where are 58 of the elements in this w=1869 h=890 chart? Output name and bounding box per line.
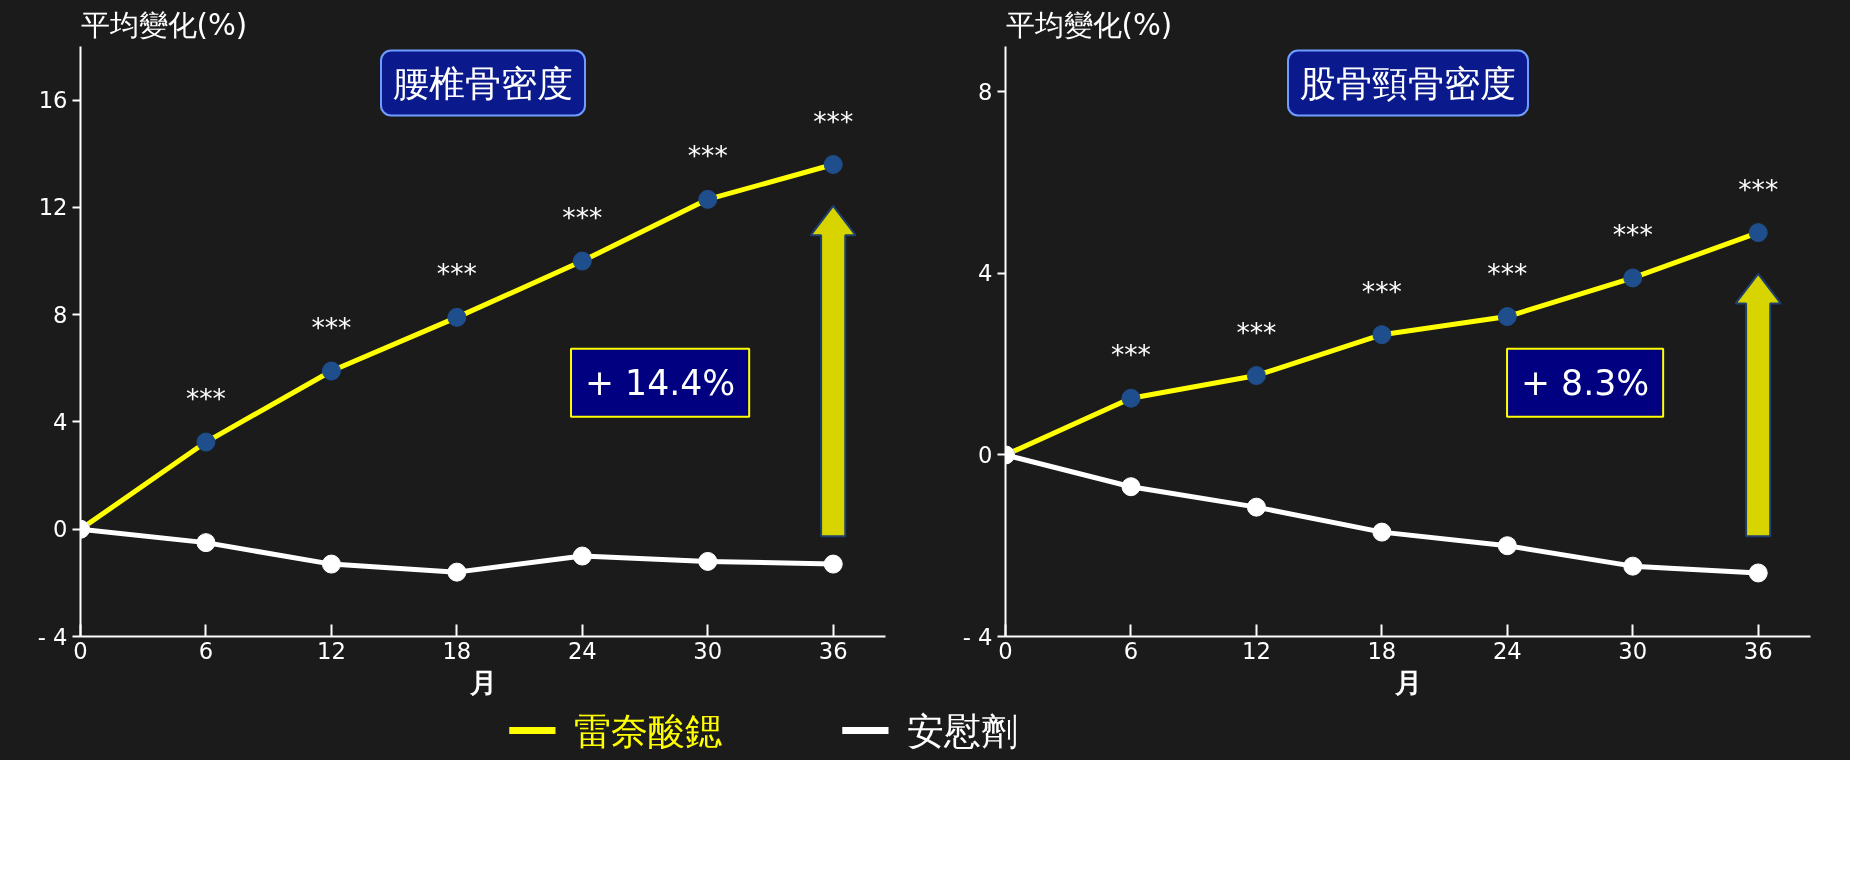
point (1372, 522, 1392, 542)
y-tick-label: 8 (978, 78, 993, 105)
x-tick-label: 36 (818, 637, 848, 664)
text: 股骨頸骨密度 (1300, 62, 1516, 104)
annotation: *** (436, 258, 477, 290)
point (447, 562, 467, 582)
x-axis-title: 月 (1393, 666, 1422, 698)
annotation: *** (311, 312, 352, 343)
x-tick-label: 6 (198, 637, 214, 664)
annotation: *** (1361, 275, 1402, 307)
point (196, 533, 216, 553)
y-tick-label: - 4 (962, 623, 993, 650)
y-tick-label: 8 (53, 301, 68, 328)
x-tick-label: 18 (442, 637, 472, 664)
point (321, 554, 341, 574)
x-tick-label: 24 (567, 637, 597, 664)
x-tick-label: 36 (1743, 637, 1773, 664)
x-tick-label: 0 (73, 637, 88, 664)
x-tick-label: 30 (693, 637, 723, 664)
point (1121, 477, 1141, 497)
x-tick-label: 6 (1123, 637, 1139, 664)
y-tick-label: 16 (38, 87, 68, 114)
y-tick-label: 4 (53, 408, 68, 435)
annotation: *** (1612, 218, 1653, 250)
y-tick-label: - 4 (37, 623, 68, 650)
y-axis-title: 平均變化(%) (80, 7, 248, 42)
annotation: *** (1236, 316, 1277, 348)
point (823, 554, 843, 574)
point (1246, 497, 1266, 517)
x-tick-label: 12 (1241, 637, 1271, 664)
y-tick-label: 0 (53, 516, 68, 543)
annotation: *** (687, 140, 728, 172)
legend-label: 安慰劑 (907, 709, 1018, 752)
legend-label: 雷奈酸鍶 (574, 709, 722, 752)
annotation: *** (185, 383, 226, 415)
annotation: + 14.4% (585, 362, 736, 403)
x-axis-title: 月 (468, 666, 497, 698)
x-tick-label: 18 (1367, 637, 1397, 664)
annotation: *** (562, 202, 603, 234)
point (572, 546, 592, 566)
x-tick-label: 30 (1618, 637, 1648, 664)
y-tick-label: 12 (38, 194, 68, 221)
point (1623, 556, 1643, 576)
point (1497, 536, 1517, 556)
y-tick-label: 0 (978, 441, 993, 468)
y-axis-title: 平均變化(%) (1005, 7, 1173, 42)
annotation: *** (1487, 257, 1528, 289)
x-tick-label: 12 (316, 637, 346, 664)
point (1748, 563, 1768, 583)
point (698, 551, 718, 571)
y-tick-label: 4 (978, 260, 993, 287)
annotation: + 8.3% (1521, 362, 1650, 403)
annotation: *** (1110, 339, 1151, 371)
text: 腰椎骨密度 (393, 62, 573, 104)
x-tick-label: 24 (1492, 637, 1522, 664)
annotation: *** (1738, 173, 1779, 205)
annotation: *** (813, 105, 854, 137)
x-tick-label: 0 (998, 637, 1013, 664)
